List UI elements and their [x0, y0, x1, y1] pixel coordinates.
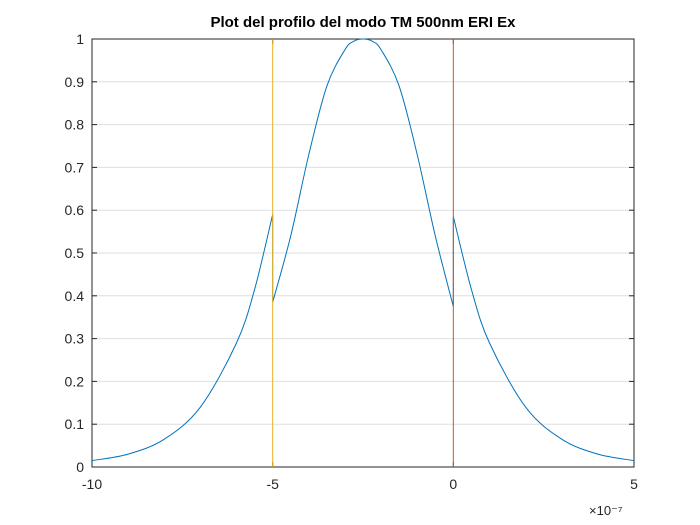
y-tick-label: 0.9: [65, 74, 85, 90]
y-tick-label: 1: [76, 31, 84, 47]
y-tick-label: 0.4: [65, 288, 85, 304]
x-tick-label: -10: [82, 476, 102, 492]
x-tick-label: 5: [630, 476, 638, 492]
y-tick-label: 0: [76, 459, 84, 475]
y-tick-label: 0.3: [65, 331, 85, 347]
y-tick-label: 0.7: [65, 159, 85, 175]
series-line-0: [91, 38, 635, 462]
y-tick-label: 0.8: [65, 117, 85, 133]
x-axis-exponent: ×10⁻⁷: [589, 503, 623, 518]
chart-title: Plot del profilo del modo TM 500nm ERI E…: [210, 14, 516, 31]
y-tick-label: 0.1: [65, 416, 85, 432]
y-tick-label: 0.2: [65, 373, 85, 389]
x-tick-label: -5: [266, 476, 279, 492]
y-tick-label: 0.6: [65, 202, 85, 218]
x-tick-label: 0: [449, 476, 457, 492]
y-tick-label: 0.5: [65, 245, 85, 261]
